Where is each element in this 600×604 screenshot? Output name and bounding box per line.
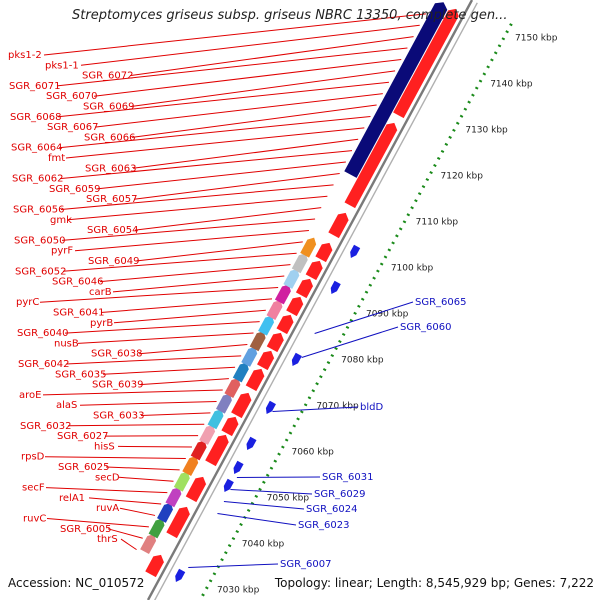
forward-gene-label: pks1-1 — [45, 60, 79, 71]
forward-leader-line — [119, 477, 173, 481]
forward-leader-line — [120, 508, 155, 515]
forward-leader-line — [141, 413, 210, 416]
map-title: Streptomyces griseus subsp. griseus NBRC… — [72, 8, 507, 23]
forward-leader-line — [45, 457, 186, 459]
forward-leader-line — [140, 379, 229, 385]
ruler-tick-label: 7100 kbp — [391, 264, 434, 274]
ruler-tick-label: 7040 kbp — [242, 540, 285, 550]
forward-leader-line — [100, 265, 290, 282]
ruler-tick-label: 7080 kbp — [341, 356, 384, 366]
forward-gene-label: secF — [22, 483, 45, 494]
reverse-gene-arrow — [175, 569, 185, 582]
forward-leader-line — [68, 424, 204, 426]
reverse-leader-line — [302, 327, 398, 358]
forward-gene-label: ruvC — [23, 514, 46, 525]
forward-gene-arrow — [315, 243, 332, 262]
forward-gene-arrow — [221, 417, 238, 436]
forward-gene-label: relA1 — [59, 493, 85, 504]
forward-gene-label: SGR_6069 — [83, 102, 135, 113]
reverse-gene-label: SGR_6060 — [400, 322, 452, 333]
forward-leader-line — [134, 173, 340, 199]
forward-gene-label: carB — [89, 287, 112, 298]
ruler-track: 7030 kbp 7040 kbp 7050 kbp 7060 kbp 7070 kbp… — [195, 22, 558, 600]
forward-leader-line — [78, 333, 254, 343]
reverse-leader-line — [237, 477, 320, 478]
forward-leader-line — [46, 488, 167, 493]
forward-gene-label: secD — [95, 472, 120, 483]
forward-leader-line — [136, 242, 303, 261]
forward-gene-label: SGR_6066 — [84, 132, 136, 143]
reverse-gene-label: bldD — [360, 402, 383, 413]
ruler-tick-label: 7130 kbp — [465, 126, 508, 136]
ruler-tick-label: 7120 kbp — [441, 172, 484, 182]
reverse-gene-arrow — [350, 245, 360, 258]
reverse-leader-line — [217, 514, 296, 525]
ruler-tick-label: 7150 kbp — [515, 34, 558, 44]
forward-gene-arrow — [286, 297, 303, 316]
forward-gene-label: SGR_6038 — [91, 349, 143, 360]
forward-gene-label: pyrC — [16, 297, 39, 308]
ruler-tick-label: 7110 kbp — [416, 218, 459, 228]
forward-gene-label: SGR_6033 — [93, 411, 145, 422]
forward-gene-label: SGR_6039 — [92, 380, 144, 391]
reverse-gene-label: SGR_6031 — [322, 472, 374, 483]
reverse-leader-line — [188, 564, 278, 568]
ruler-tick-label: 7070 kbp — [316, 402, 359, 412]
reverse-gene-label: SGR_6024 — [306, 504, 358, 515]
forward-gene-label: gmk — [50, 215, 72, 226]
reverse-gene-label: SGR_6065 — [415, 297, 467, 308]
forward-gene-label: SGR_6049 — [88, 256, 140, 267]
forward-gene-arrow — [276, 315, 293, 334]
ruler-tick-label: 7060 kbp — [291, 448, 334, 458]
forward-gene-label: alaS — [56, 400, 77, 411]
reverse-gene-arrow — [234, 461, 244, 474]
forward-gene-label: thrS — [97, 534, 118, 545]
forward-gene-label: rpsD — [21, 452, 45, 463]
genome-summary-text: Topology: linear; Length: 8,545,929 bp; … — [275, 576, 594, 590]
accession-text: Accession: NC_010572 — [8, 576, 144, 590]
forward-leader-line — [132, 105, 377, 137]
ruler-tick-label: 7030 kbp — [217, 586, 260, 596]
forward-leader-line — [40, 287, 278, 302]
forward-gene-label: SGR_6057 — [86, 194, 138, 205]
reverse-gene-arrow — [246, 437, 256, 450]
forward-gene-label: nusB — [54, 338, 79, 349]
forward-gene-arrow — [267, 333, 284, 352]
reverse-gene-label: SGR_6007 — [280, 559, 332, 570]
ruler-tick-label: 7050 kbp — [267, 494, 310, 504]
forward-gene-box — [140, 534, 156, 554]
forward-leader-line — [118, 446, 192, 447]
forward-gene-label: pyrB — [90, 318, 113, 329]
forward-leader-line — [80, 401, 217, 405]
forward-leader-line — [106, 467, 180, 470]
forward-gene-label: SGR_6054 — [87, 225, 139, 236]
reverse-gene-arrow — [266, 401, 276, 414]
reverse-gene-arrow — [292, 353, 302, 366]
reverse-gene-label: SGR_6023 — [298, 520, 350, 531]
forward-gene-label: pks1-2 — [8, 50, 42, 61]
reverse-gene-label: SGR_6029 — [314, 489, 366, 500]
forward-leader-line — [103, 367, 235, 374]
forward-leader-line — [114, 310, 266, 323]
forward-leader-line — [101, 299, 272, 313]
forward-leader-line — [43, 390, 223, 395]
forward-gene-label: fmt — [48, 153, 65, 164]
forward-leader-line — [121, 539, 137, 550]
forward-gene-label: hisS — [94, 441, 115, 452]
forward-gene-label: aroE — [19, 390, 41, 401]
reverse-gene-arrow — [331, 281, 341, 294]
forward-gene-label: ruvA — [96, 503, 119, 514]
forward-gene-arrow — [306, 261, 323, 280]
forward-gene-label: SGR_6063 — [85, 163, 137, 174]
forward-gene-label: pyrF — [51, 246, 73, 257]
forward-gene-label: SGR_6072 — [82, 71, 134, 82]
forward-gene-arrow — [296, 279, 313, 298]
forward-leader-line — [139, 344, 247, 353]
forward-gene-arrow — [257, 351, 274, 370]
ruler-tick-label: 7140 kbp — [490, 80, 533, 90]
